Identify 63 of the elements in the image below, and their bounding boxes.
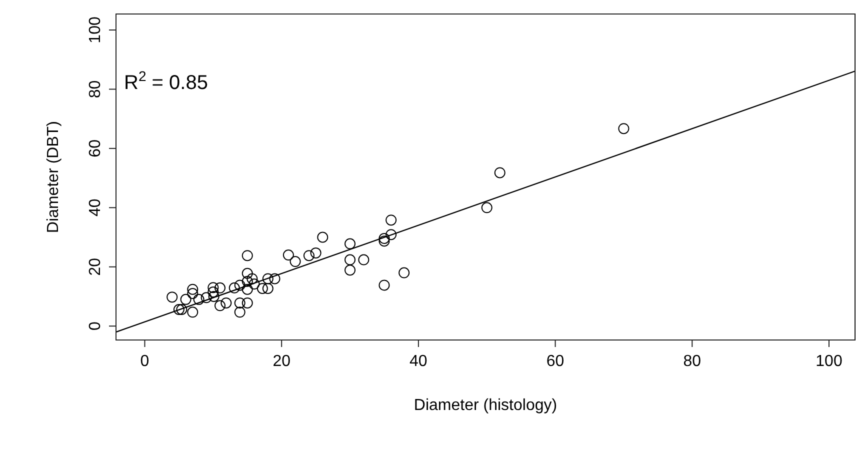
point: [214, 282, 226, 294]
point: [290, 256, 301, 268]
point: [248, 278, 260, 290]
point: [344, 264, 356, 276]
point: [378, 236, 390, 247]
point: [386, 214, 397, 226]
point: [208, 290, 220, 302]
point: [200, 292, 212, 304]
x-tick-label: 80: [683, 353, 702, 370]
point: [220, 297, 232, 308]
point: [180, 294, 192, 305]
point: [176, 304, 188, 315]
point: [344, 238, 356, 250]
point: [242, 276, 253, 287]
y-tick-label: 40: [87, 198, 104, 217]
y-tick-label: 20: [87, 258, 104, 276]
x-tick-label: 0: [140, 353, 150, 370]
point: [234, 306, 246, 318]
point: [187, 284, 198, 295]
y-tick-label: 0: [87, 322, 104, 331]
y-tick-label: 80: [87, 80, 104, 98]
point: [246, 273, 258, 284]
point: [234, 297, 246, 308]
point: [310, 247, 322, 258]
point: [208, 282, 219, 294]
point: [618, 123, 630, 134]
point: [269, 273, 280, 284]
y-tick-label: 60: [87, 139, 104, 158]
point: [282, 250, 294, 261]
point: [173, 304, 184, 315]
point: [187, 288, 198, 300]
point: [317, 232, 328, 243]
point: [214, 300, 226, 312]
point: [378, 280, 390, 291]
point: [358, 254, 370, 266]
point: [378, 232, 390, 244]
y-tick-label: 100: [87, 16, 104, 44]
annotation: R$^{2}$ = 0.85: [124, 68, 208, 94]
point: [262, 273, 274, 284]
x-tick-label: 60: [546, 353, 564, 370]
point: [481, 202, 492, 214]
point: [208, 286, 219, 298]
y-axis-title: Diameter (DBT): [45, 120, 62, 234]
point: [242, 297, 253, 308]
point: [187, 306, 198, 318]
point: [166, 292, 178, 303]
point: [242, 284, 253, 295]
x-tick-label: 40: [410, 353, 428, 370]
point: [256, 282, 268, 294]
point: [228, 282, 240, 294]
point: [494, 167, 506, 178]
point: [242, 268, 253, 279]
point: [344, 254, 356, 266]
x-axis-title: Diameter (histology): [414, 397, 558, 414]
point: [242, 250, 253, 262]
point: [234, 280, 246, 291]
point: [386, 229, 397, 240]
point: [262, 282, 274, 294]
point: [398, 267, 410, 278]
point: [303, 250, 314, 262]
x-tick-label: 20: [272, 353, 291, 370]
point: [193, 294, 204, 305]
x-tick-label: 100: [816, 353, 842, 370]
